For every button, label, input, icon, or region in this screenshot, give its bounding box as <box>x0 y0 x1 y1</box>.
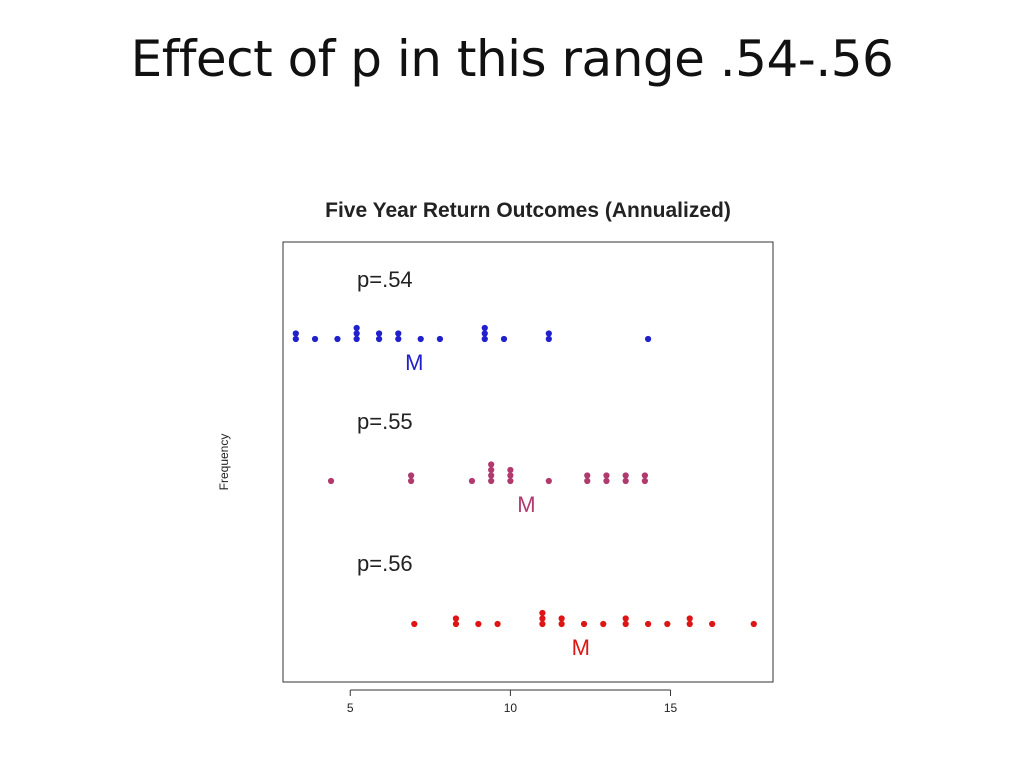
data-dot <box>494 620 501 628</box>
data-dot <box>488 466 495 474</box>
data-dot <box>603 477 610 485</box>
data-dot <box>539 609 546 617</box>
data-dot <box>334 335 341 343</box>
data-dot <box>452 620 460 628</box>
data-dot <box>622 620 629 628</box>
data-dot <box>411 620 418 628</box>
data-dot <box>468 477 476 485</box>
data-dot <box>622 615 629 622</box>
data-dot <box>641 472 648 479</box>
data-dot <box>603 472 610 479</box>
data-dot <box>353 335 360 343</box>
x-tick-label: 5 <box>347 701 354 715</box>
data-dot <box>292 330 299 337</box>
y-axis-label: Frequency <box>217 434 231 491</box>
chart-title: Five Year Return Outcomes (Annualized) <box>325 199 731 222</box>
data-dot <box>408 472 415 479</box>
series-label: p=.56 <box>357 551 413 576</box>
data-dot <box>481 324 488 332</box>
data-dot <box>500 335 508 343</box>
data-dot <box>507 466 514 474</box>
data-dot <box>395 335 402 343</box>
data-dot <box>488 461 495 468</box>
median-marker: M <box>517 492 535 517</box>
data-dot <box>584 472 591 479</box>
data-dot <box>395 330 402 337</box>
x-tick-label: 10 <box>504 701 518 715</box>
data-dot <box>327 477 335 485</box>
data-dot <box>507 472 514 479</box>
series-panel: p=.54 M <box>292 267 652 375</box>
data-dot <box>452 615 460 622</box>
data-dot <box>686 615 693 622</box>
data-dot <box>475 620 482 628</box>
data-dot <box>584 477 591 485</box>
slide-title: Effect of p in this range .54-.56 <box>130 30 894 88</box>
data-dot <box>644 620 652 628</box>
data-dot <box>417 335 424 343</box>
data-dot <box>488 472 495 479</box>
data-dot <box>580 620 588 628</box>
data-dot <box>353 324 360 332</box>
data-dot <box>539 620 546 628</box>
data-dot <box>436 335 444 343</box>
data-dot <box>375 335 383 343</box>
data-dot <box>507 477 514 485</box>
data-dot <box>545 335 552 343</box>
data-dot <box>545 330 552 337</box>
x-tick-label: 15 <box>664 701 678 715</box>
data-dot <box>408 477 415 485</box>
data-dot <box>686 620 693 628</box>
data-dot <box>622 472 629 479</box>
series-panel: p=.56 M <box>357 551 757 660</box>
data-dot <box>558 620 565 628</box>
data-dot <box>644 335 652 343</box>
series-panel: p=.55 M <box>327 409 648 517</box>
data-dot <box>558 615 565 622</box>
data-dot <box>664 620 671 628</box>
data-dot <box>545 477 552 485</box>
data-dot <box>375 330 383 337</box>
panels: p=.54 Mp=.55 Mp=.56 M <box>292 267 757 660</box>
series-label: p=.54 <box>357 267 413 292</box>
data-dot <box>353 330 360 337</box>
data-dot <box>481 330 488 337</box>
plot-frame <box>282 241 774 683</box>
data-dot <box>600 620 607 628</box>
data-dot <box>709 620 716 628</box>
data-dot <box>292 335 299 343</box>
data-dot <box>750 620 757 628</box>
data-dot <box>311 335 319 343</box>
data-dot <box>539 615 546 622</box>
data-dot <box>622 477 629 485</box>
series-label: p=.55 <box>357 409 413 434</box>
data-dot <box>481 335 488 343</box>
median-marker: M <box>405 350 423 375</box>
median-marker: M <box>572 635 590 660</box>
data-dot <box>488 477 495 485</box>
data-dot <box>641 477 648 485</box>
x-axis: 5 10 15 <box>347 689 678 715</box>
